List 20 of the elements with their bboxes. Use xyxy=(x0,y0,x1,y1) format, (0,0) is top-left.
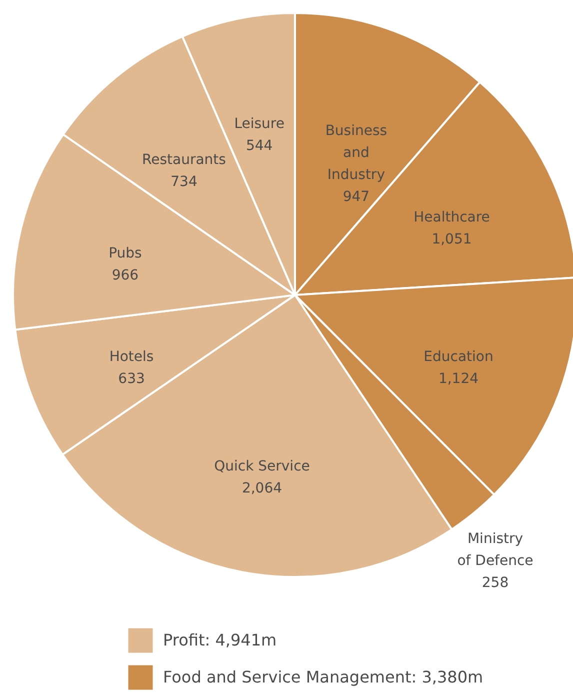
data-label: 947 xyxy=(342,189,370,206)
data-label: 734 xyxy=(170,174,198,190)
data-label: 258 xyxy=(482,575,509,592)
slice-label: Ministry of Defence xyxy=(457,531,534,570)
slice-label: Pubs xyxy=(108,245,142,262)
slice-label: Quick Service xyxy=(214,458,310,475)
data-label: 966 xyxy=(112,267,139,284)
slice-label: Leisure xyxy=(234,116,284,132)
data-label: 544 xyxy=(246,138,273,154)
slice-label: Business and Industry xyxy=(325,123,388,184)
slice-label: Education xyxy=(424,348,494,365)
data-label: 2,064 xyxy=(242,480,282,497)
slice-label: Hotels xyxy=(109,349,154,366)
text: Food and Service Management: 3,380m xyxy=(163,668,484,686)
slice-label: Healthcare xyxy=(414,210,490,226)
slice-label: Restaurants xyxy=(142,152,226,168)
data-label: 1,124 xyxy=(438,370,479,387)
data-label: 633 xyxy=(118,371,145,388)
data-label: 1,051 xyxy=(432,232,472,248)
text: Profit: 4,941m xyxy=(163,630,277,650)
